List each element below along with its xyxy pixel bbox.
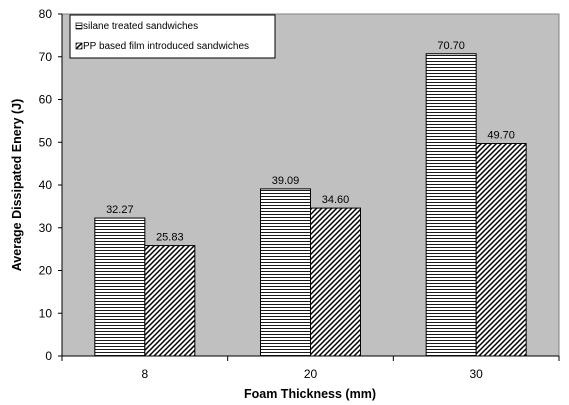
x-tick-label: 8	[141, 367, 148, 381]
y-tick-label: 40	[39, 178, 53, 192]
legend-label-silane: silane treated sandwiches	[83, 21, 198, 32]
y-tick-label: 20	[39, 264, 53, 278]
y-tick-label: 10	[39, 306, 53, 320]
data-label: 39.09	[272, 175, 300, 187]
y-tick-label: 30	[39, 221, 53, 235]
legend: silane treated sandwiches PP based film …	[69, 14, 276, 59]
bar-series-0-cat-2	[425, 53, 477, 357]
legend-swatch-silane	[75, 22, 83, 30]
data-label: 25.83	[156, 232, 184, 244]
y-tick-label: 70	[39, 50, 53, 64]
y-tick-label: 0	[45, 349, 52, 363]
y-axis: 0 10 20 30 40 50 60 70 80	[39, 7, 63, 363]
data-label: 70.70	[437, 40, 465, 52]
bars	[94, 53, 527, 357]
x-tick-label: 30	[469, 367, 483, 381]
data-label: 34.60	[322, 194, 350, 206]
bar-series-0-cat-1	[260, 188, 311, 357]
legend-swatch-pp	[75, 42, 83, 50]
bar-series-1-cat-0	[144, 245, 196, 357]
y-tick-label: 50	[39, 135, 53, 149]
bar-series-1-cat-2	[475, 143, 527, 357]
data-label: 32.27	[106, 204, 134, 216]
bar-series-0-cat-0	[94, 217, 146, 357]
y-tick-label: 60	[39, 93, 53, 107]
legend-label-pp: PP based film introduced sandwiches	[83, 41, 249, 52]
bar-value-labels: 32.27 25.83 39.09 34.60 70.70 49.70	[106, 40, 515, 244]
legend-box	[69, 14, 276, 59]
bar-series-1-cat-1	[310, 207, 361, 357]
y-axis-title: Average Dissipated Enery (J)	[10, 99, 24, 272]
x-axis: 8 20 30	[61, 355, 560, 381]
y-tick-label: 80	[39, 7, 53, 21]
x-tick-label: 20	[304, 367, 318, 381]
data-label: 49.70	[487, 130, 515, 142]
x-axis-title: Foam Thickness (mm)	[244, 387, 376, 401]
